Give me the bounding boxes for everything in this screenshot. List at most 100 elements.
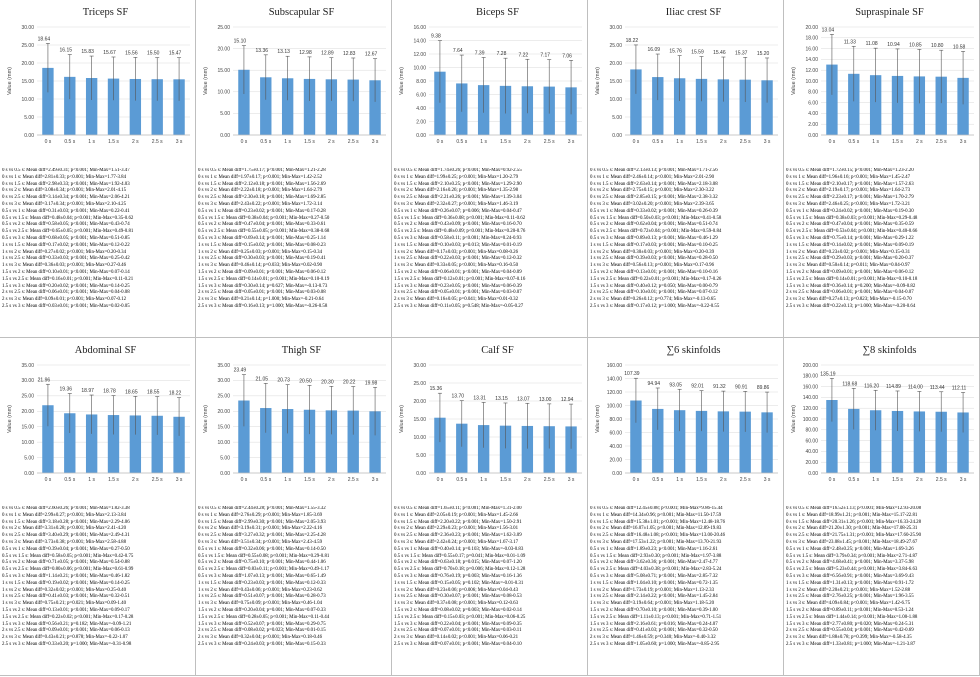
- x-tick-label: 2.5 s: [544, 477, 555, 483]
- comparison-line: 0.5 s vs 1.5 s: Mean diff=2.93±0.30; p<0…: [590, 553, 722, 559]
- comparison-line: 0 s vs 1 s: Mean diff=1.96±0.16; p<0.001…: [786, 174, 911, 180]
- comparison-line: 2.5 s vs 3 s: Mean diff=0.11±0.05; p=0.5…: [394, 303, 524, 309]
- comparison-line: 2 s vs 2.5 s: Mean diff=0.05±0.01; p<0.0…: [394, 290, 522, 296]
- comparison-line: 1 s vs 2.5 s: Mean diff=0.22±0.03; p<0.0…: [394, 256, 522, 262]
- data-label: 19.36: [60, 387, 73, 393]
- comparison-line: 0.5 s vs 1.5 s: Mean diff=0.58±0.05; p<0…: [2, 553, 134, 559]
- bar-chart: Abdominal SF 0.00 5.00 10.00 15.00 20.00 25.00…: [7, 345, 190, 483]
- data-label: 18.64: [38, 36, 51, 42]
- x-tick-label: 0.5 s: [652, 139, 663, 145]
- comparison-line: 1.5 s vs 2.5 s: Mean diff=1.44±0.14; p<0…: [786, 614, 918, 620]
- comparison-line: 0 s vs 2.5 s: Mean diff=2.23±0.17; p<0.0…: [786, 195, 914, 201]
- y-tick-label: 15.00: [217, 68, 230, 74]
- data-label: 114.89: [886, 384, 901, 390]
- comparison-line: 0 s vs 2.5 s: Mean diff=2.30±0.18; p<0.0…: [198, 195, 326, 201]
- comparison-line: 0 s vs 2.5 s: Mean diff=3.27±0.32; p<0.0…: [198, 533, 326, 539]
- comparison-line: 1 s vs 2.5 s: Mean diff=0.51±0.07; p<0.0…: [198, 594, 326, 600]
- bar: [85, 78, 98, 135]
- comparison-line: 0 s vs 2 s: Mean diff=2.75±0.15; p<0.001…: [590, 188, 715, 194]
- comparison-line: 1.5 s vs 2.5 s: Mean diff=1.11±0.13; p<0…: [590, 614, 722, 620]
- chart-panel: Iliac crest SF 0.00 5.00 10.00 15.00 20.00 25.…: [588, 0, 784, 338]
- bar: [303, 409, 316, 473]
- x-tick-label: 3 s: [764, 139, 771, 145]
- comparison-line: 0 s vs 2 s: Mean diff=2.16±0.26; p<0.001…: [394, 188, 519, 194]
- x-tick-label: 2 s: [720, 139, 727, 145]
- y-tick-label: 10.00: [21, 440, 34, 446]
- y-tick-label: 16.00: [413, 25, 426, 31]
- comparison-line: 1 s vs 2.5 s: Mean diff=0.33±0.03; p<0.0…: [2, 256, 130, 262]
- comparison-line: 2 s vs 3 s: Mean diff=0.26±0.12; p=0.774…: [590, 297, 716, 303]
- comparison-line: 0.5 s vs 2.5 s: Mean diff=0.70±0.18; p=0…: [394, 567, 526, 573]
- x-tick-label: 3 s: [960, 139, 967, 145]
- comparison-line: 1.5 s vs 3 s: Mean diff=0.22±0.04; p<0.0…: [394, 621, 522, 627]
- y-tick-label: 180.00: [803, 374, 819, 380]
- bar: [325, 79, 338, 135]
- y-tick-label: 25.00: [413, 381, 426, 387]
- y-tick-label: 40.00: [805, 449, 818, 455]
- x-tick-label: 1.5 s: [500, 477, 511, 483]
- bar: [739, 79, 751, 135]
- y-tick-label: 20.00: [217, 46, 230, 52]
- comparison-line: 2.5 s vs 3 s: Mean diff=0.17±0.12; p=1.0…: [590, 303, 720, 309]
- data-label: 10.80: [931, 43, 944, 49]
- y-tick-label: 160.00: [607, 363, 623, 369]
- y-tick-label: 0.00: [24, 471, 34, 477]
- x-tick-label: 1.5 s: [892, 477, 903, 483]
- pairwise-comparison-list: 0 s vs 0.5 s: Mean diff=2.49±0.31; p<0.0…: [2, 168, 194, 311]
- comparison-line: 1.5 s vs 3 s: Mean diff=0.20±0.02; p<0.0…: [2, 283, 130, 289]
- y-tick-label: 30.00: [609, 25, 622, 31]
- comparison-line: 0 s vs 2.5 s: Mean diff=21.75±1.31; p<0.…: [786, 533, 922, 539]
- comparison-line: 0 s vs 0.5 s: Mean diff=2.49±0.31; p<0.0…: [2, 168, 130, 173]
- x-tick-label: 0.5 s: [456, 139, 467, 145]
- comparison-line: 1.5 s vs 3 s: Mean diff=0.52±0.07; p<0.0…: [198, 621, 326, 627]
- y-tick-label: 15.00: [21, 425, 34, 431]
- data-label: 94.94: [648, 381, 661, 387]
- comparison-line: 1.5 s vs 3 s: Mean diff=0.30±0.14; p=0.6…: [198, 283, 328, 289]
- comparison-line: 0 s vs 0.5 s: Mean diff=16.52±1.13; p<0.…: [786, 506, 922, 511]
- comparison-line: 0.5 s vs 3 s: Mean diff=0.89±0.13; p<0.0…: [590, 235, 718, 241]
- bar: [891, 410, 904, 473]
- data-label: 20.22: [343, 380, 356, 386]
- comparison-line: 2.5 s vs 3 s: Mean diff=0.22±0.13; p=1.0…: [786, 303, 916, 309]
- x-tick-label: 3 s: [372, 139, 379, 145]
- comparison-line: 0 s vs 0.5 s: Mean diff=1.75±0.17; p<0.0…: [198, 168, 326, 173]
- y-tick-label: 10.00: [21, 97, 34, 103]
- chart-panel: Biceps SF 0.00 2.00 4.00 6.00 8.00 10.00 12.00 1…: [392, 0, 588, 338]
- comparison-line: 0 s vs 0.5 s: Mean diff=2.60±0.26; p<0.0…: [2, 506, 130, 511]
- bar-chart: Thigh SF 0.00 5.00 10.00 15.00 20.00 25.00 30.0…: [203, 345, 386, 483]
- data-label: 16.15: [60, 48, 73, 54]
- bar: [151, 79, 163, 135]
- y-tick-label: 35.00: [21, 363, 34, 369]
- bar: [173, 416, 185, 473]
- comparison-line: 0 s vs 3 s: Mean diff=23.08±1.45; p<0.00…: [786, 539, 918, 545]
- x-tick-label: 1 s: [480, 139, 487, 145]
- bar: [652, 77, 664, 135]
- comparison-line: 0.5 s vs 3 s: Mean diff=0.58±0.11; p<0.0…: [394, 235, 522, 241]
- comparison-line: 0.5 s vs 2.5 s: Mean diff=0.80±0.06; p<0…: [2, 567, 134, 573]
- x-tick-label: 0.5 s: [848, 477, 859, 483]
- x-tick-label: 1 s: [480, 477, 487, 483]
- x-tick-label: 2.5 s: [152, 139, 163, 145]
- comparison-line: 0 s vs 2.5 s: Mean diff=2.21±0.26; p<0.0…: [394, 195, 522, 201]
- bar-chart: Iliac crest SF 0.00 5.00 10.00 15.00 20.00 25.…: [595, 7, 778, 145]
- bar: [325, 410, 338, 473]
- comparison-line: 0 s vs 1.5 s: Mean diff=2.98±0.33; p<0.0…: [2, 181, 130, 187]
- x-tick-label: 0 s: [241, 139, 248, 145]
- pairwise-comparison-list: 0 s vs 0.5 s: Mean diff=12.45±0.88; p<0.…: [590, 506, 782, 649]
- bar: [456, 423, 468, 473]
- bar-chart: Subscapular SF 0.00 5.00 10.00 15.00 20.00 25.…: [203, 7, 386, 145]
- data-label: 16.09: [648, 47, 661, 53]
- y-tick-label: 5.00: [220, 455, 230, 461]
- bar: [673, 78, 686, 135]
- y-tick-label: 20.00: [21, 409, 34, 415]
- comparison-line: 1 s vs 1.5 s: Mean diff=0.23±0.03; p<0.0…: [198, 580, 326, 586]
- data-label: 12.94: [561, 397, 574, 403]
- comparison-line: 0.5 s vs 2 s: Mean diff=0.43±0.09; p<0.0…: [394, 222, 522, 228]
- y-tick-label: 120.00: [607, 390, 623, 396]
- y-tick-label: 30.00: [217, 378, 230, 384]
- data-label: 107.39: [624, 371, 640, 377]
- data-label: 116.20: [864, 383, 879, 389]
- bar: [260, 408, 272, 473]
- x-tick-label: 1 s: [284, 139, 291, 145]
- data-label: 12.98: [299, 50, 312, 56]
